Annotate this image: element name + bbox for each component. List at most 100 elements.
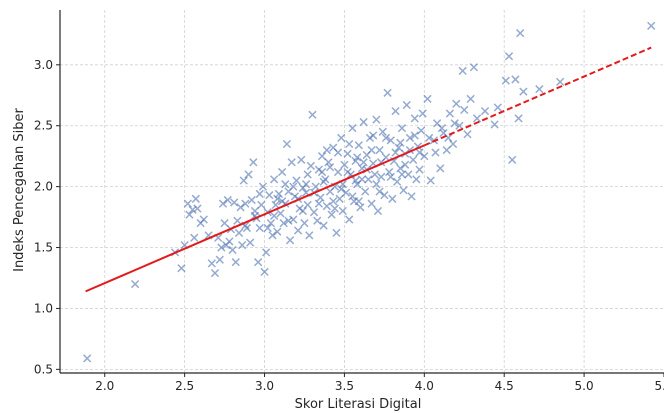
scatter-point [377, 172, 386, 182]
scatter-point [391, 106, 400, 116]
scatter-point [402, 100, 411, 110]
x-axis-ticks: 2.0 2.5 3.0 3.5 4.0 4.5 5.0 5.5 [95, 373, 664, 393]
scatter-point [325, 163, 335, 172]
scatter-point [285, 236, 295, 245]
scatter-point [343, 149, 352, 158]
scatter-point [309, 208, 319, 217]
scatter-point [282, 139, 292, 149]
scatter-point [215, 255, 224, 264]
scatter-point [401, 160, 410, 169]
y-tick-label: 1.5 [34, 241, 53, 255]
scatter-point [345, 215, 354, 224]
scatter-point [393, 177, 402, 186]
scatter-point [359, 117, 368, 127]
scatter-point [469, 63, 478, 72]
scatter-point [407, 192, 416, 201]
scatter-point [405, 133, 415, 143]
scatter-point [239, 176, 248, 185]
scatter-point [361, 187, 370, 196]
x-tick-label: 5.5 [654, 379, 664, 393]
scatter-point [341, 188, 351, 197]
scatter-point [357, 175, 367, 184]
scatter-point [238, 240, 247, 250]
scatter-point [298, 206, 308, 216]
scatter-point [177, 264, 186, 273]
scatter-point [372, 115, 381, 124]
scatter-point [399, 186, 408, 195]
scatter-point [391, 148, 400, 157]
scatter-point [519, 87, 528, 96]
scatter-point [223, 195, 232, 205]
scatter-point [460, 105, 469, 115]
axes [59, 10, 664, 374]
scatter-point [437, 124, 447, 133]
scatter-point [354, 141, 363, 150]
scatter-point [225, 237, 234, 246]
scatter-point [244, 170, 253, 179]
scatter-point [385, 167, 394, 177]
scatter-point [254, 258, 263, 267]
scatter-point [255, 189, 264, 199]
regression-line [85, 46, 652, 293]
scatter-point [241, 199, 250, 208]
scatter-point [317, 167, 327, 177]
scatter-point [289, 215, 298, 224]
scatter-point [319, 221, 328, 230]
x-tick-label: 5.0 [575, 379, 594, 393]
scatter-point [322, 145, 331, 155]
scatter-point [375, 145, 384, 155]
scatter-point [277, 167, 287, 177]
scatter-point [333, 167, 343, 177]
scatter-point [490, 120, 499, 129]
scatter-point [193, 204, 202, 213]
scatter-point [381, 133, 391, 143]
scatter-point [353, 153, 362, 162]
scatter-point [372, 180, 381, 189]
scatter-point [508, 155, 517, 164]
x-tick-label: 2.5 [175, 379, 194, 393]
scatter-point [273, 227, 282, 236]
scatter-point [255, 223, 264, 233]
scatter-point [343, 167, 352, 177]
scatter-point [292, 176, 301, 185]
scatter-point [305, 231, 314, 240]
scatter-point [185, 210, 194, 219]
scatter-point [324, 158, 333, 167]
scatter-point [273, 194, 282, 203]
scatter-points [83, 21, 656, 363]
scatter-point [207, 259, 216, 268]
scatter-point [466, 94, 475, 104]
x-axis-title: Skor Literasi Digital [295, 397, 422, 412]
scatter-point [364, 175, 373, 184]
scatter-point [311, 182, 320, 191]
scatter-point [418, 109, 427, 118]
scatter-point [356, 203, 365, 212]
scatter-point [230, 198, 239, 207]
scatter-point [314, 199, 323, 208]
scatter-point [480, 106, 490, 116]
scatter-point [263, 223, 272, 233]
scatter-point [445, 109, 455, 118]
scatter-point [383, 88, 392, 97]
scatter-point [416, 126, 426, 135]
scatter-point [354, 197, 363, 206]
fit-line-dashed [423, 46, 652, 147]
scatter-point [386, 172, 395, 182]
scatter-point [410, 131, 419, 140]
scatter-point [231, 258, 240, 267]
scatter-point [458, 66, 467, 76]
scatter-point [412, 175, 421, 184]
scatter-point [236, 203, 245, 212]
scatter-point [218, 199, 228, 208]
scatter-point [327, 210, 336, 219]
scatter-point [265, 191, 274, 200]
scatter-point [415, 148, 424, 157]
scatter-point [386, 136, 395, 145]
scatter-point [367, 199, 376, 208]
scatter-point [234, 228, 244, 238]
scatter-point [260, 267, 269, 277]
scatter-point [345, 139, 354, 149]
scatter-point [367, 145, 376, 155]
scatter-point [246, 238, 255, 247]
